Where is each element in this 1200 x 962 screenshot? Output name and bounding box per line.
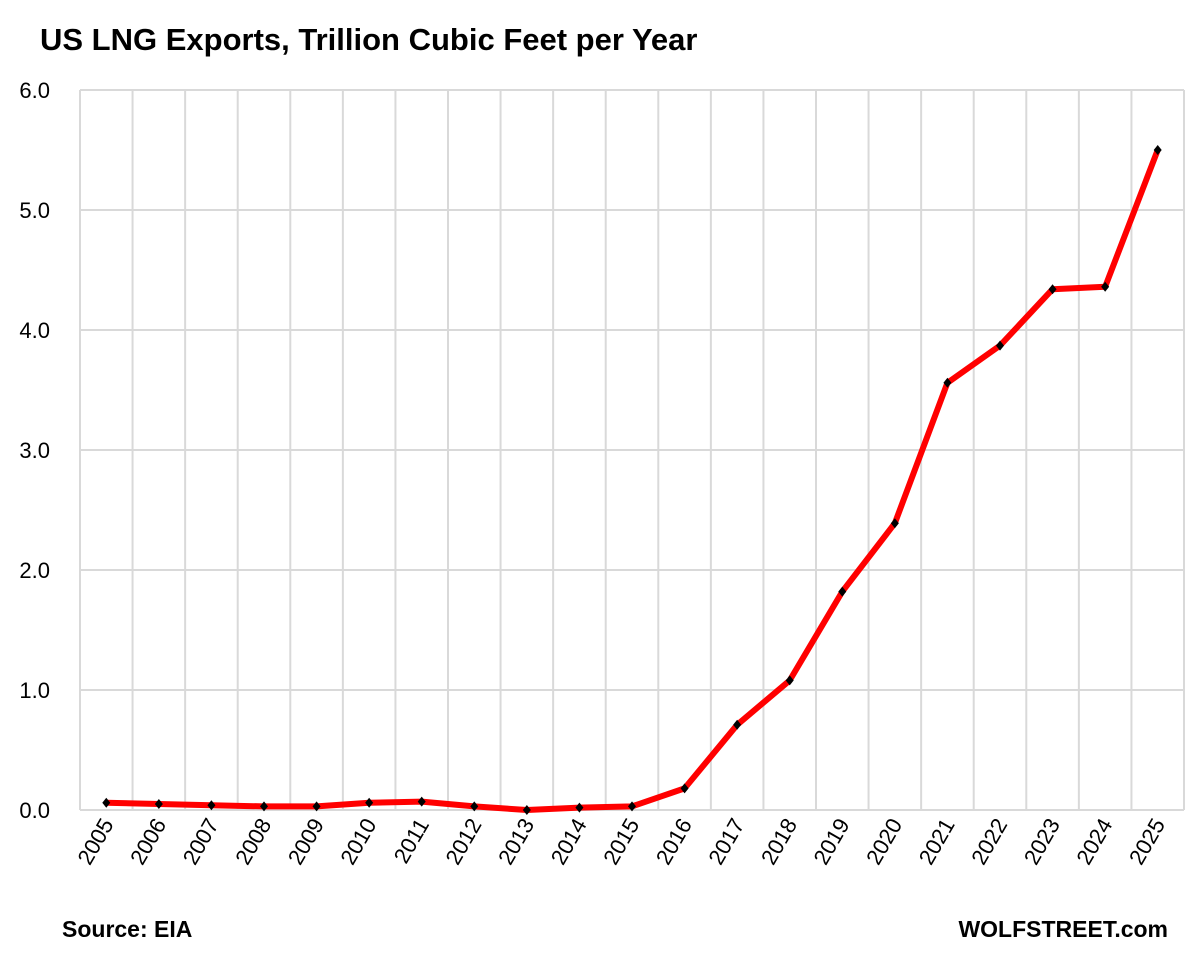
data-point: [575, 802, 584, 813]
x-tick-label: 2019: [808, 814, 854, 869]
data-point: [1101, 281, 1110, 292]
data-point: [890, 518, 899, 529]
data-point: [312, 801, 321, 812]
x-tick-label: 2006: [125, 814, 171, 869]
x-tick-label: 2021: [914, 814, 960, 869]
x-tick-label: 2016: [651, 814, 697, 869]
data-point: [365, 797, 374, 808]
x-tick-label: 2024: [1071, 814, 1117, 869]
data-point: [680, 783, 689, 794]
data-point: [207, 800, 216, 811]
y-tick-label: 3.0: [19, 438, 50, 463]
x-tick-label: 2012: [440, 814, 486, 869]
data-point: [417, 796, 426, 807]
data-point: [1048, 284, 1057, 295]
brand-label: WOLFSTREET.com: [958, 916, 1168, 942]
data-point: [154, 799, 163, 809]
x-tick-label: 2007: [178, 814, 224, 869]
y-tick-label: 6.0: [19, 78, 50, 103]
x-tick-label: 2025: [1124, 814, 1170, 869]
data-point: [838, 586, 847, 597]
y-tick-label: 4.0: [19, 318, 50, 343]
x-tick-label: 2009: [283, 814, 329, 869]
data-point: [785, 675, 794, 686]
source-label: Source: EIA: [62, 916, 193, 942]
y-tick-label: 0.0: [19, 798, 50, 823]
data-point: [1153, 145, 1162, 155]
x-tick-label: 2008: [230, 814, 276, 869]
data-point: [470, 801, 479, 812]
x-tick-label: 2013: [493, 814, 539, 869]
data-point: [943, 377, 952, 388]
x-tick-label: 2015: [598, 814, 644, 869]
x-tick-label: 2014: [546, 814, 592, 869]
x-tick-label: 2017: [703, 814, 749, 869]
x-tick-label: 2018: [756, 814, 802, 869]
y-tick-label: 1.0: [19, 678, 50, 703]
data-point: [628, 801, 636, 812]
data-point: [102, 797, 111, 808]
x-tick-label: 2011: [389, 814, 434, 867]
x-tick-label: 2005: [72, 814, 118, 869]
data-point: [996, 340, 1004, 351]
x-tick-label: 2020: [861, 814, 907, 869]
series-line: [106, 148, 1161, 813]
data-point: [522, 805, 531, 815]
y-tick-label: 5.0: [19, 198, 50, 223]
x-tick-label: 2010: [335, 814, 381, 869]
x-tick-label: 2022: [966, 814, 1012, 869]
data-point: [260, 801, 268, 812]
chart-title: US LNG Exports, Trillion Cubic Feet per …: [40, 22, 698, 57]
data-point: [733, 719, 742, 730]
x-tick-label: 2023: [1019, 814, 1065, 869]
y-tick-label: 2.0: [19, 558, 50, 583]
